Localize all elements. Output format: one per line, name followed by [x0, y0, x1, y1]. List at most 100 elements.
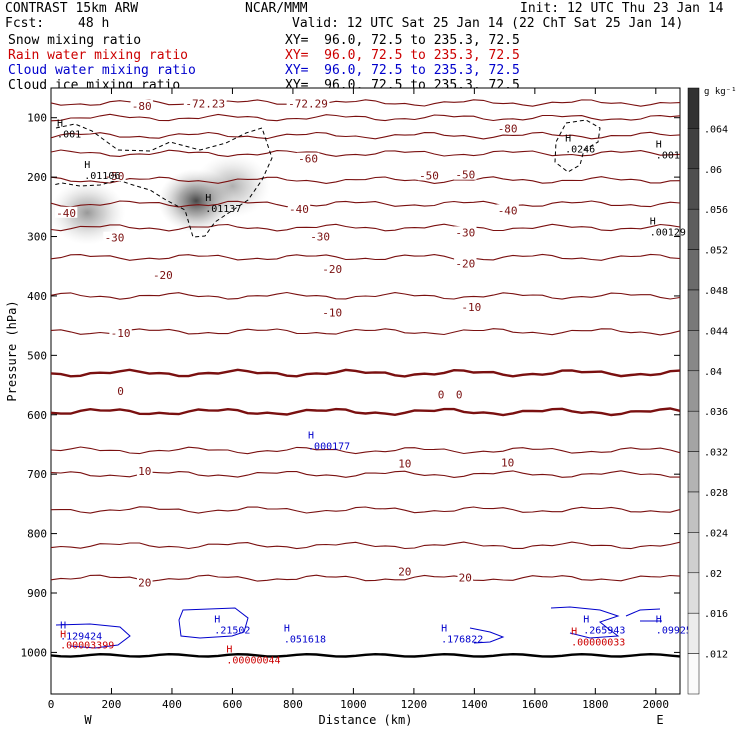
temp-contour-0 [51, 99, 680, 107]
colorbar-tick-label: .044 [704, 326, 728, 337]
contour-label-bg [109, 326, 132, 338]
x-tick-label: 2000 [643, 698, 670, 711]
maximum-marker-3: H [565, 133, 571, 144]
x-end-label-west: W [84, 713, 92, 727]
maximum-marker-2: H [205, 193, 211, 204]
maximum-marker-12: H [441, 624, 447, 635]
colorbar-segment [687, 491, 700, 533]
colorbar-tick-label: .024 [704, 528, 728, 539]
model-title: CONTRAST 15km ARW [5, 1, 139, 16]
surface-line [51, 652, 680, 658]
colorbar-segment [687, 128, 700, 170]
contour-label-bg [116, 385, 125, 396]
maximum-marker-14: H [571, 627, 577, 638]
contour-label-bg [103, 231, 126, 243]
contour-label-8: -40 [56, 207, 76, 220]
colorbar-segment [687, 532, 700, 574]
contour-label-7: -50 [455, 169, 475, 182]
contour-label-bg [454, 226, 477, 238]
contour-label-bg [417, 169, 441, 181]
maximum-marker-10: H [284, 624, 290, 635]
temp-contour-6 [51, 223, 680, 232]
colorbar-tick-label: .052 [704, 246, 728, 257]
y-tick-label: 600 [27, 409, 47, 422]
colorbar-segment [687, 87, 700, 129]
contour-label-18: -10 [322, 307, 342, 320]
y-tick-label: 100 [27, 112, 47, 125]
contour-label-bg [151, 269, 175, 281]
contour-label-12: -30 [310, 231, 330, 244]
contour-label-bg [286, 97, 330, 109]
colorbar-tick-label: .032 [704, 448, 728, 459]
temp-contour-16 [51, 574, 680, 582]
x-tick-label: 800 [283, 698, 303, 711]
temp-contour-15 [51, 541, 680, 550]
maximum-value-10: .051618 [284, 635, 326, 646]
field-xy-rain: XY= 96.0, 72.5 to 235.3, 72.5 [285, 48, 520, 63]
maximum-value-4: .001 [656, 150, 680, 161]
contour-label-26: 20 [138, 576, 151, 589]
x-tick-label: 1000 [340, 698, 367, 711]
contour-label-bg [287, 203, 311, 215]
field-xy-snow: XY= 96.0, 72.5 to 235.3, 72.5 [285, 33, 520, 48]
colorbar-unit: g kg⁻¹ [704, 87, 737, 97]
field-xy-cloud-water: XY= 96.0, 72.5 to 235.3, 72.5 [285, 63, 520, 78]
y-axis-title: Pressure (hPa) [5, 300, 19, 401]
contour-label-14: -20 [153, 269, 173, 282]
contour-label-bg [454, 168, 477, 180]
contour-label-bg [499, 456, 516, 468]
contour-label-20: 0 [117, 385, 124, 398]
colorbar-segment [687, 572, 700, 614]
colorbar-tick-label: .036 [704, 407, 728, 418]
temp-contour-11 [51, 407, 680, 417]
contour-label-bg [130, 99, 153, 111]
maximum-value-7: .129424 [60, 632, 102, 643]
colorbar-segment [687, 249, 700, 291]
temp-contour-3 [51, 149, 680, 157]
x-tick-label: 1200 [401, 698, 428, 711]
maximum-marker-9: H [214, 615, 220, 626]
contour-label-22: 0 [456, 389, 463, 402]
org-label: NCAR/MMM [245, 1, 308, 16]
contour-label-bg [136, 576, 153, 588]
forecast-label: Fcst: [5, 16, 45, 31]
y-tick-label: 800 [27, 528, 47, 541]
x-tick-label: 1400 [461, 698, 488, 711]
contour-label-bg [460, 301, 483, 313]
maximum-marker-7: H [60, 621, 66, 632]
colorbar-tick-label: .048 [704, 286, 728, 297]
x-tick-label: 600 [223, 698, 243, 711]
field-name-rain: Rain water mixing ratio [8, 48, 189, 63]
x-end-label-east: E [656, 713, 663, 727]
contour-label-11: -30 [105, 232, 125, 245]
contour-label-28: 20 [459, 572, 472, 585]
temp-contour-9 [51, 328, 680, 336]
y-tick-label: 200 [27, 171, 47, 184]
colorbar-segment [687, 653, 700, 695]
temp-contour-10 [51, 368, 680, 378]
x-tick-label: 200 [102, 698, 122, 711]
maximum-value-14: .00000033 [571, 638, 625, 649]
contour-label-19: -10 [461, 301, 481, 314]
field-name-snow: Snow mixing ratio [8, 33, 142, 48]
temp-contour-4 [51, 176, 680, 184]
maximum-marker-8: H [60, 630, 66, 641]
contour-label-bg [183, 97, 227, 109]
contour-label-13: -30 [455, 226, 475, 239]
maximum-value-3: .0246 [565, 144, 595, 155]
init-time: Init: 12 UTC Thu 23 Jan 14 [520, 1, 724, 16]
colorbar-tick-label: .06 [704, 165, 722, 176]
colorbar-segment [687, 168, 700, 210]
contour-label-6: -50 [419, 169, 439, 182]
contour-label-bg [54, 206, 78, 218]
colorbar-tick-label: .04 [704, 367, 722, 378]
contour-label-bg [496, 122, 519, 134]
contour-label-23: 10 [138, 465, 151, 478]
maximum-value-2: .01137 [205, 204, 241, 215]
x-tick-label: 1600 [522, 698, 549, 711]
field-name-cloud-water: Cloud water mixing ratio [8, 63, 196, 78]
contour-label-4: -60 [298, 153, 318, 166]
contour-label-bg [397, 565, 413, 577]
colorbar-segment [687, 370, 700, 412]
maximum-value-13: .265943 [583, 626, 625, 637]
